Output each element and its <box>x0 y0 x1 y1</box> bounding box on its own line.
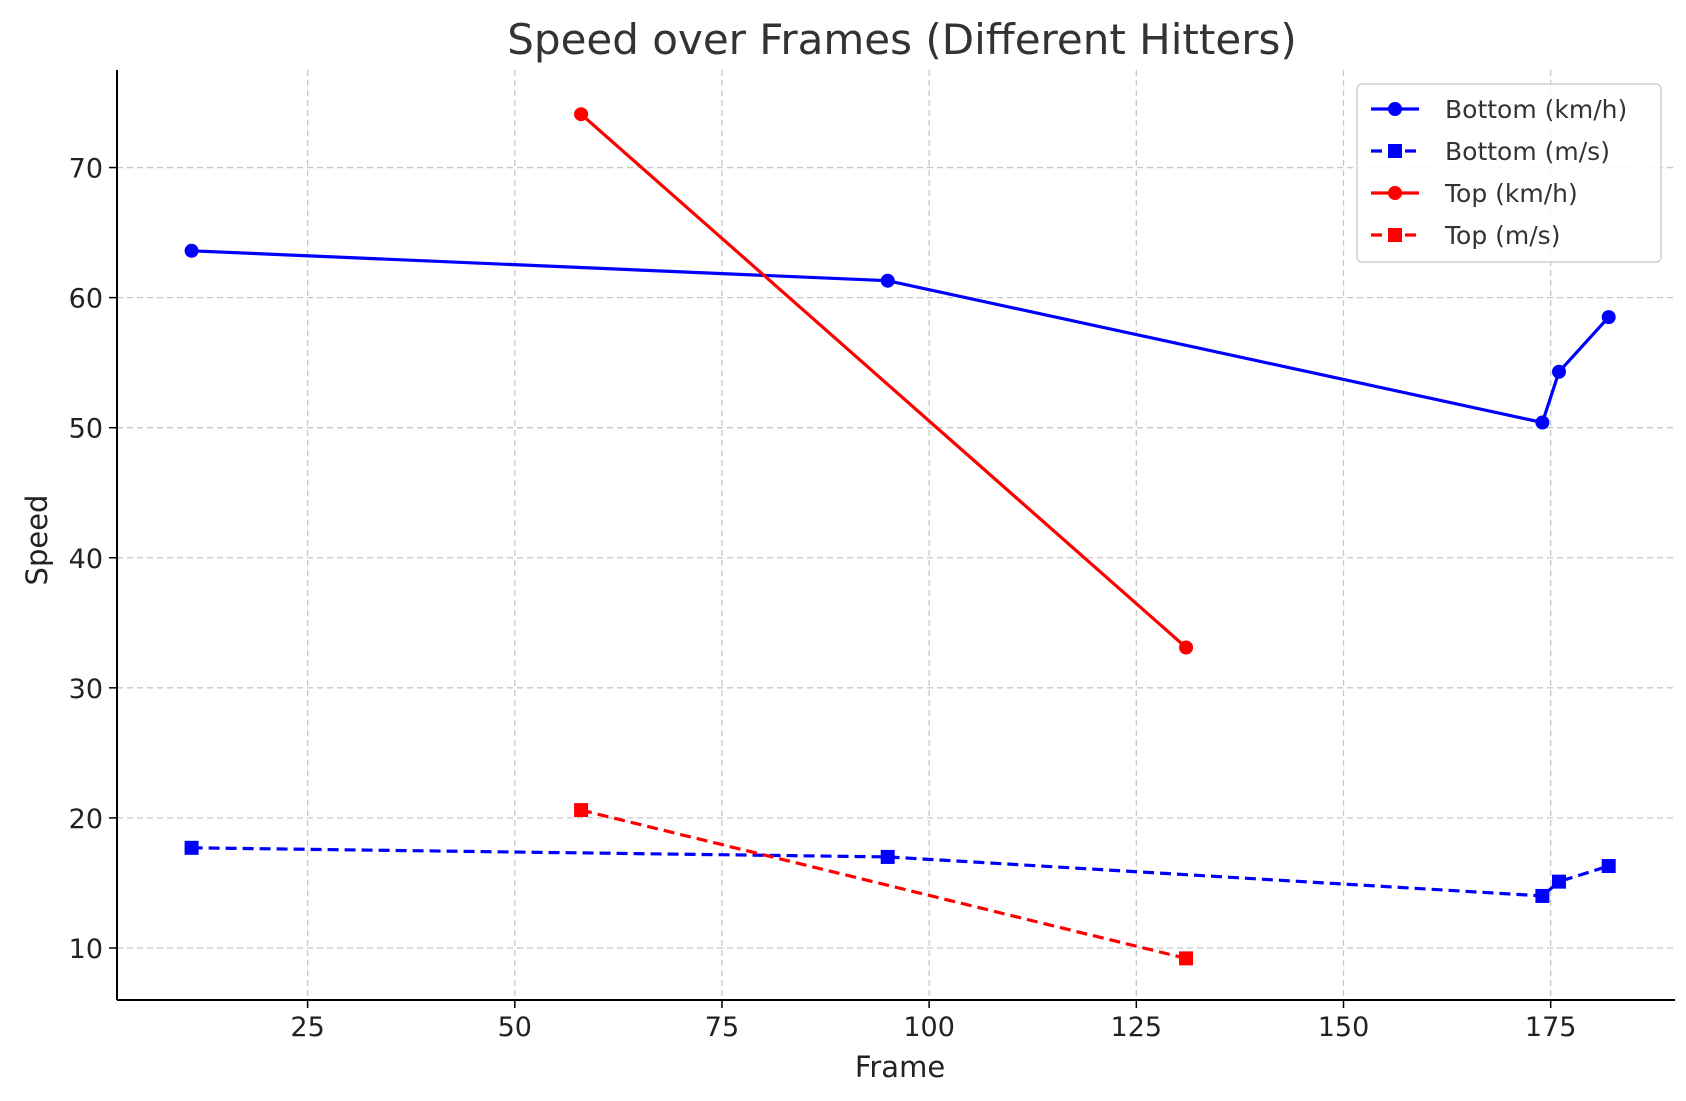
series-bottom-km-h <box>184 243 1616 430</box>
series-lines <box>184 107 1616 966</box>
x-tick-label: 50 <box>498 1012 532 1043</box>
tick-labels: 25 50 75 100 125 150 175 10 20 30 40 50 60 70 <box>69 154 1577 1043</box>
data-point <box>1535 415 1550 430</box>
x-tick-label: 175 <box>1525 1012 1577 1043</box>
data-point <box>880 849 895 864</box>
series-line <box>580 808 1187 960</box>
y-tick-label: 50 <box>69 414 103 445</box>
data-point <box>184 840 199 855</box>
legend-item: Bottom (m/s) <box>1371 137 1610 166</box>
legend-item: Top (km/h) <box>1371 179 1578 208</box>
series-bottom-m-s <box>184 840 1616 903</box>
legend-label: Bottom (km/h) <box>1445 95 1627 124</box>
x-tick-label: 75 <box>705 1012 739 1043</box>
legend: Bottom (km/h) Bottom (m/s) Top (km/h) Top (… <box>1356 83 1662 263</box>
y-tick-label: 20 <box>69 804 103 835</box>
legend-item: Top (m/s) <box>1371 221 1560 250</box>
x-tick-label: 100 <box>903 1012 955 1043</box>
series-line <box>580 112 1188 649</box>
chart-title: Speed over Frames (Different Hitters) <box>507 15 1296 64</box>
data-point <box>1551 874 1566 889</box>
data-point <box>1551 364 1566 379</box>
legend-label: Top (km/h) <box>1444 179 1578 208</box>
x-tick-label: 150 <box>1318 1012 1370 1043</box>
legend-frame <box>1356 83 1662 263</box>
y-axis-label: Speed <box>20 495 54 586</box>
y-tick-label: 40 <box>69 544 103 575</box>
data-point <box>1535 888 1550 903</box>
data-point <box>574 107 589 122</box>
y-tick-label: 10 <box>69 934 103 965</box>
x-axis-label: Frame <box>855 1050 945 1084</box>
y-tick-label: 60 <box>69 284 103 315</box>
data-point <box>574 803 589 818</box>
data-point <box>1601 859 1616 874</box>
legend-swatch-marker <box>1388 228 1402 242</box>
legend-swatch-marker <box>1388 102 1402 116</box>
data-point <box>1179 951 1194 966</box>
axes <box>109 70 1675 1008</box>
y-tick-label: 30 <box>69 674 103 705</box>
legend-label: Bottom (m/s) <box>1445 137 1610 166</box>
x-tick-label: 125 <box>1111 1012 1163 1043</box>
x-tick-label: 25 <box>290 1012 324 1043</box>
legend-label: Top (m/s) <box>1444 221 1560 250</box>
data-point <box>880 273 895 288</box>
data-point <box>1601 310 1616 325</box>
series-top-m-s <box>574 803 1194 966</box>
series-top-km-h <box>574 107 1194 655</box>
legend-swatch-marker <box>1388 144 1402 158</box>
legend-swatch-marker <box>1388 186 1402 200</box>
legend-item: Bottom (km/h) <box>1371 95 1627 124</box>
y-tick-label: 70 <box>69 154 103 185</box>
data-point <box>184 243 199 258</box>
data-point <box>1179 640 1194 655</box>
